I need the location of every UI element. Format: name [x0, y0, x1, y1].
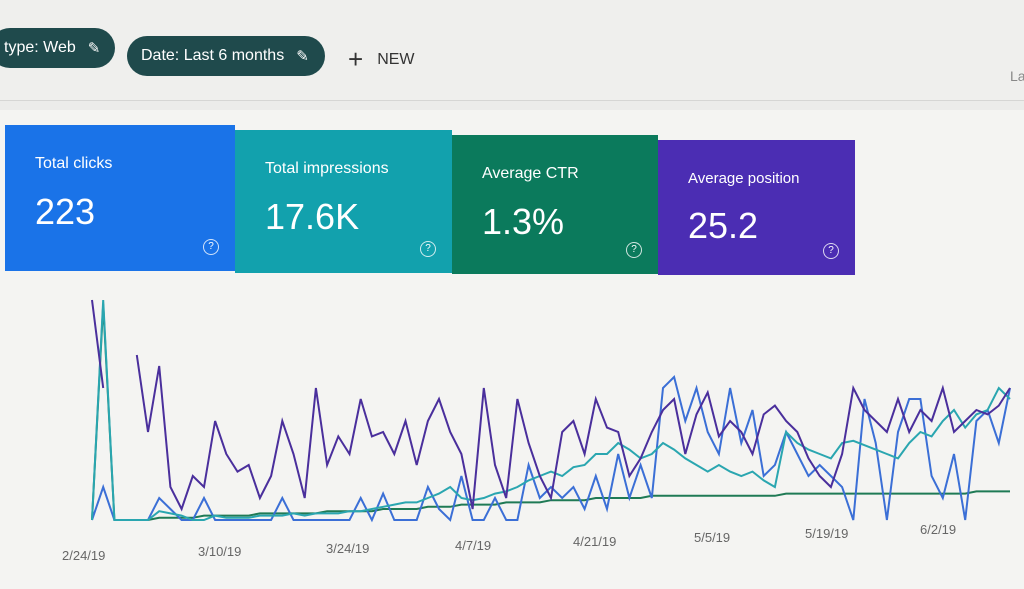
x-tick-label: 5/19/19	[805, 526, 849, 541]
metric-card-impressions[interactable]: Total impressions 17.6K ?	[235, 130, 452, 273]
metric-label: Average position	[688, 170, 800, 187]
x-tick-label: 3/10/19	[198, 544, 242, 559]
help-icon[interactable]: ?	[203, 239, 219, 255]
help-icon[interactable]: ?	[420, 241, 436, 257]
truncated-text: La	[1010, 68, 1024, 84]
series-line-impressions	[91, 299, 1011, 521]
x-tick-label: 4/7/19	[455, 538, 492, 553]
metric-value: 17.6K	[265, 196, 360, 237]
pencil-icon[interactable]: ✎	[87, 40, 101, 57]
series-line-average-position	[91, 299, 1011, 512]
filter-chip-type[interactable]: type: Web ✎	[0, 28, 115, 68]
x-tick-label: 2/24/19	[62, 548, 106, 563]
x-tick-label: 3/24/19	[326, 541, 370, 556]
filter-label: type: Web	[4, 39, 76, 56]
help-icon[interactable]: ?	[626, 242, 642, 258]
filter-chip-date[interactable]: Date: Last 6 months ✎	[127, 36, 325, 76]
metric-value: 223	[35, 191, 96, 232]
metric-value: 25.2	[688, 205, 759, 246]
pencil-icon[interactable]: ✎	[296, 48, 309, 65]
metric-card-ctr[interactable]: Average CTR 1.3% ?	[452, 135, 658, 274]
filter-bar: type: Web ✎ Date: Last 6 months ✎ + NEW La	[0, 0, 1024, 101]
x-tick-label: 4/21/19	[573, 534, 617, 549]
metric-card-position[interactable]: Average position 25.2 ?	[658, 140, 855, 275]
new-filter-button[interactable]: + NEW	[348, 44, 415, 75]
metric-label: Total impressions	[265, 160, 389, 177]
metric-card-clicks[interactable]: Total clicks 223 ?	[5, 125, 235, 271]
metric-value: 1.3%	[482, 201, 565, 242]
x-tick-label: 5/5/19	[694, 530, 731, 545]
metric-label: Total clicks	[35, 155, 113, 172]
filter-label: Date: Last 6 months	[141, 47, 285, 64]
help-icon[interactable]: ?	[823, 243, 839, 259]
series-line-clicks	[91, 375, 1011, 523]
plus-icon: +	[348, 44, 364, 74]
new-label: NEW	[377, 50, 415, 68]
x-tick-label: 6/2/19	[920, 522, 957, 537]
metric-label: Average CTR	[482, 165, 579, 182]
